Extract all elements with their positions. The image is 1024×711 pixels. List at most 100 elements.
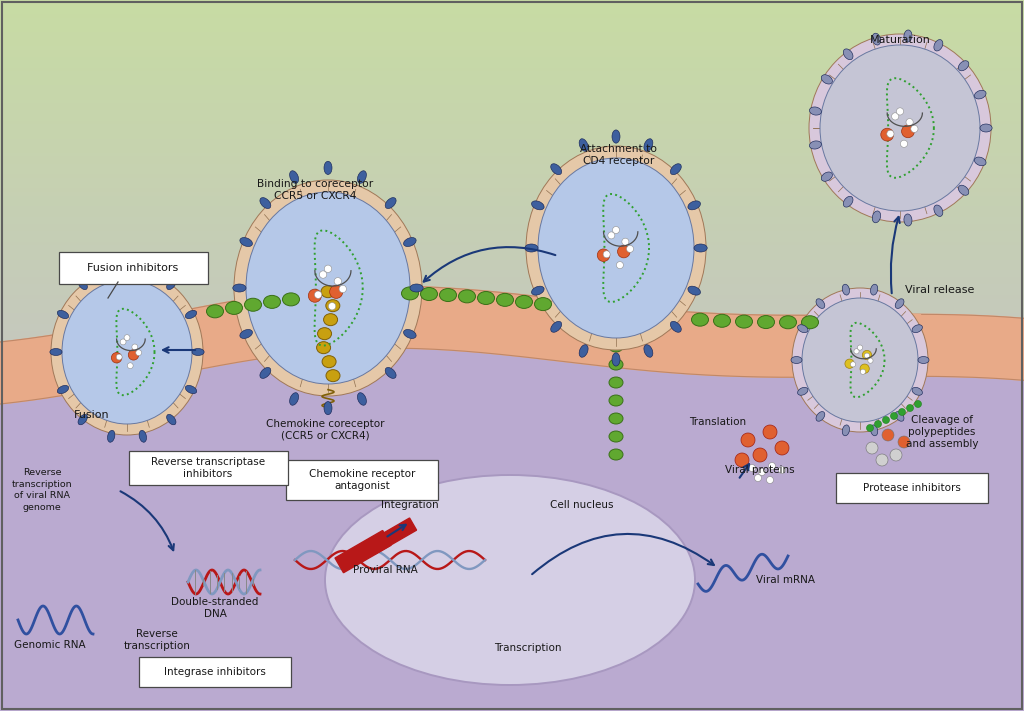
Ellipse shape xyxy=(958,60,969,71)
Ellipse shape xyxy=(535,298,552,311)
Bar xyxy=(0,174,1024,178)
Bar xyxy=(0,132,1024,135)
Bar xyxy=(0,619,1024,622)
Ellipse shape xyxy=(531,201,544,210)
Ellipse shape xyxy=(185,311,197,319)
Circle shape xyxy=(132,344,137,350)
Text: Fusion inhibitors: Fusion inhibitors xyxy=(87,263,178,273)
Bar xyxy=(0,341,1024,345)
Bar xyxy=(0,537,1024,540)
Bar xyxy=(0,121,1024,124)
Bar xyxy=(0,651,1024,654)
Ellipse shape xyxy=(609,449,623,460)
Ellipse shape xyxy=(791,356,802,363)
Circle shape xyxy=(898,436,910,448)
Circle shape xyxy=(112,353,122,363)
Bar xyxy=(0,32,1024,36)
Circle shape xyxy=(136,350,141,356)
Bar xyxy=(0,4,1024,7)
Bar xyxy=(0,306,1024,309)
Bar xyxy=(335,530,391,573)
FancyBboxPatch shape xyxy=(58,252,208,284)
Ellipse shape xyxy=(108,430,115,442)
Bar xyxy=(0,228,1024,231)
Ellipse shape xyxy=(671,164,681,175)
Ellipse shape xyxy=(609,431,623,442)
Text: Viral mRNA: Viral mRNA xyxy=(756,575,814,585)
Bar xyxy=(0,284,1024,288)
Circle shape xyxy=(867,358,873,363)
Bar xyxy=(0,210,1024,213)
Circle shape xyxy=(860,369,865,375)
Bar xyxy=(368,518,417,554)
Bar xyxy=(0,288,1024,292)
Bar xyxy=(0,178,1024,181)
Bar xyxy=(0,693,1024,697)
Ellipse shape xyxy=(324,161,332,174)
Circle shape xyxy=(857,345,862,351)
Ellipse shape xyxy=(139,262,146,274)
Circle shape xyxy=(120,339,126,345)
Ellipse shape xyxy=(844,49,853,60)
Bar xyxy=(0,700,1024,704)
Bar xyxy=(0,153,1024,156)
Ellipse shape xyxy=(290,171,299,183)
Text: Reverse transcriptase
inhibitors: Reverse transcriptase inhibitors xyxy=(151,457,265,479)
Ellipse shape xyxy=(934,205,943,216)
Bar xyxy=(0,601,1024,604)
Bar xyxy=(0,366,1024,370)
Ellipse shape xyxy=(870,284,878,295)
Bar xyxy=(0,124,1024,128)
Bar xyxy=(0,402,1024,405)
Bar xyxy=(0,501,1024,505)
Circle shape xyxy=(617,245,630,258)
Bar xyxy=(0,480,1024,483)
Bar xyxy=(0,117,1024,121)
Ellipse shape xyxy=(792,288,928,432)
Bar xyxy=(0,260,1024,263)
Ellipse shape xyxy=(609,395,623,406)
Ellipse shape xyxy=(820,45,980,211)
Circle shape xyxy=(900,140,907,147)
Bar xyxy=(0,572,1024,576)
Bar xyxy=(0,242,1024,245)
Bar xyxy=(0,704,1024,707)
Bar xyxy=(0,515,1024,519)
Text: Genomic RNA: Genomic RNA xyxy=(14,640,86,650)
Ellipse shape xyxy=(167,279,176,289)
Text: Translation: Translation xyxy=(689,417,746,427)
Bar xyxy=(0,68,1024,71)
Circle shape xyxy=(319,271,327,278)
Circle shape xyxy=(866,424,873,432)
Ellipse shape xyxy=(802,316,818,328)
Ellipse shape xyxy=(263,295,281,309)
Circle shape xyxy=(616,262,624,269)
Ellipse shape xyxy=(609,341,623,352)
Bar xyxy=(0,363,1024,366)
Ellipse shape xyxy=(918,356,929,363)
Circle shape xyxy=(910,125,918,132)
Circle shape xyxy=(901,125,914,138)
Circle shape xyxy=(775,441,790,455)
Ellipse shape xyxy=(870,425,878,436)
Bar xyxy=(0,267,1024,270)
Ellipse shape xyxy=(714,314,730,327)
Circle shape xyxy=(608,232,614,239)
Bar xyxy=(0,14,1024,18)
Bar xyxy=(0,668,1024,672)
Bar xyxy=(0,505,1024,508)
Bar xyxy=(0,7,1024,11)
Bar xyxy=(0,551,1024,555)
Bar xyxy=(0,167,1024,171)
Bar xyxy=(0,423,1024,427)
Circle shape xyxy=(906,119,913,126)
FancyBboxPatch shape xyxy=(286,460,438,500)
Bar xyxy=(0,654,1024,658)
Circle shape xyxy=(881,128,894,141)
Bar xyxy=(0,11,1024,14)
Ellipse shape xyxy=(802,298,918,422)
Bar xyxy=(0,185,1024,188)
Circle shape xyxy=(339,285,346,293)
Ellipse shape xyxy=(439,289,457,301)
Ellipse shape xyxy=(688,201,700,210)
